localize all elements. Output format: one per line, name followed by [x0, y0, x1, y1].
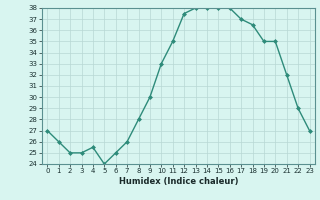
- X-axis label: Humidex (Indice chaleur): Humidex (Indice chaleur): [119, 177, 238, 186]
